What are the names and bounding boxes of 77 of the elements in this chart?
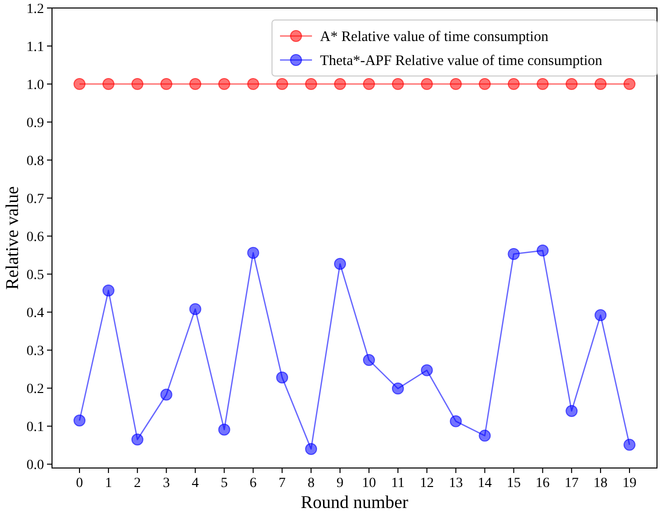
point [247,246,260,259]
point [392,78,404,90]
x-tick-label: 19 [622,476,636,491]
x-tick-label: 12 [420,476,434,491]
point [450,78,462,90]
point [334,78,346,90]
y-tick-label: 0.7 [26,192,44,208]
point [74,78,86,90]
point [131,78,144,90]
legend-label: Theta*-APF Relative value of time consumption [320,53,604,69]
point [594,309,607,322]
x-tick-label: 9 [336,476,344,491]
x-tick-label: 0 [76,476,83,491]
x-axis-title: Round number [300,492,408,512]
legend-label: A* Relative value of time consumption [320,29,550,45]
y-tick-label: 0.8 [26,154,44,170]
x-tick-label: 14 [478,476,492,491]
x-tick-label: 17 [564,476,579,491]
point [536,244,549,257]
x-tick-label: 10 [362,476,376,491]
point [392,382,404,395]
point [189,78,202,90]
point [508,248,520,260]
x-tick-label: 6 [250,476,257,491]
x-tick-label: 3 [162,476,170,491]
y-tick-label: 0.9 [26,116,44,132]
y-tick-label: 0.1 [26,420,44,436]
point [102,284,114,296]
point [624,78,636,90]
point [276,78,288,90]
point [131,433,144,446]
y-tick-label: 1.0 [26,78,44,94]
y-tick-label: 1.1 [26,40,44,56]
x-tick-label: 7 [278,476,286,491]
point [334,258,346,270]
point [508,78,520,90]
x-tick-label: 18 [594,476,608,491]
y-tick-label: 0.0 [26,458,44,474]
point [160,78,172,90]
y-axis-title: Relative value [2,186,22,290]
point [536,78,549,90]
point [305,442,318,455]
point [478,78,491,90]
y-tick-label: 0.5 [26,268,44,284]
point [566,404,578,417]
point [566,78,578,90]
point [218,424,230,436]
point [247,78,260,90]
point [362,78,375,90]
point [218,78,230,90]
point [478,430,491,442]
point [74,414,86,426]
point [305,78,318,90]
x-tick-label: 8 [308,476,315,491]
point [420,78,433,90]
y-tick-label: 0.4 [26,306,44,322]
x-tick-label: 1 [104,476,112,491]
y-tick-label: 0.3 [26,344,44,360]
y-tick-label: 0.2 [26,382,44,398]
point [189,303,202,316]
point [594,78,607,90]
point [420,364,433,376]
x-tick-label: 15 [506,476,521,491]
point [102,78,114,90]
x-tick-label: 13 [448,476,463,491]
x-tick-label: 5 [220,476,228,491]
point [362,354,375,366]
y-tick-label: 1.2 [26,2,44,17]
x-tick-label: 16 [536,476,550,491]
x-tick-label: 2 [134,476,141,491]
point [276,372,288,384]
point [160,388,172,401]
x-tick-label: 11 [391,476,405,491]
point [450,415,462,428]
y-tick-label: 0.6 [26,230,44,246]
point [624,438,636,451]
x-tick-label: 4 [192,476,199,491]
